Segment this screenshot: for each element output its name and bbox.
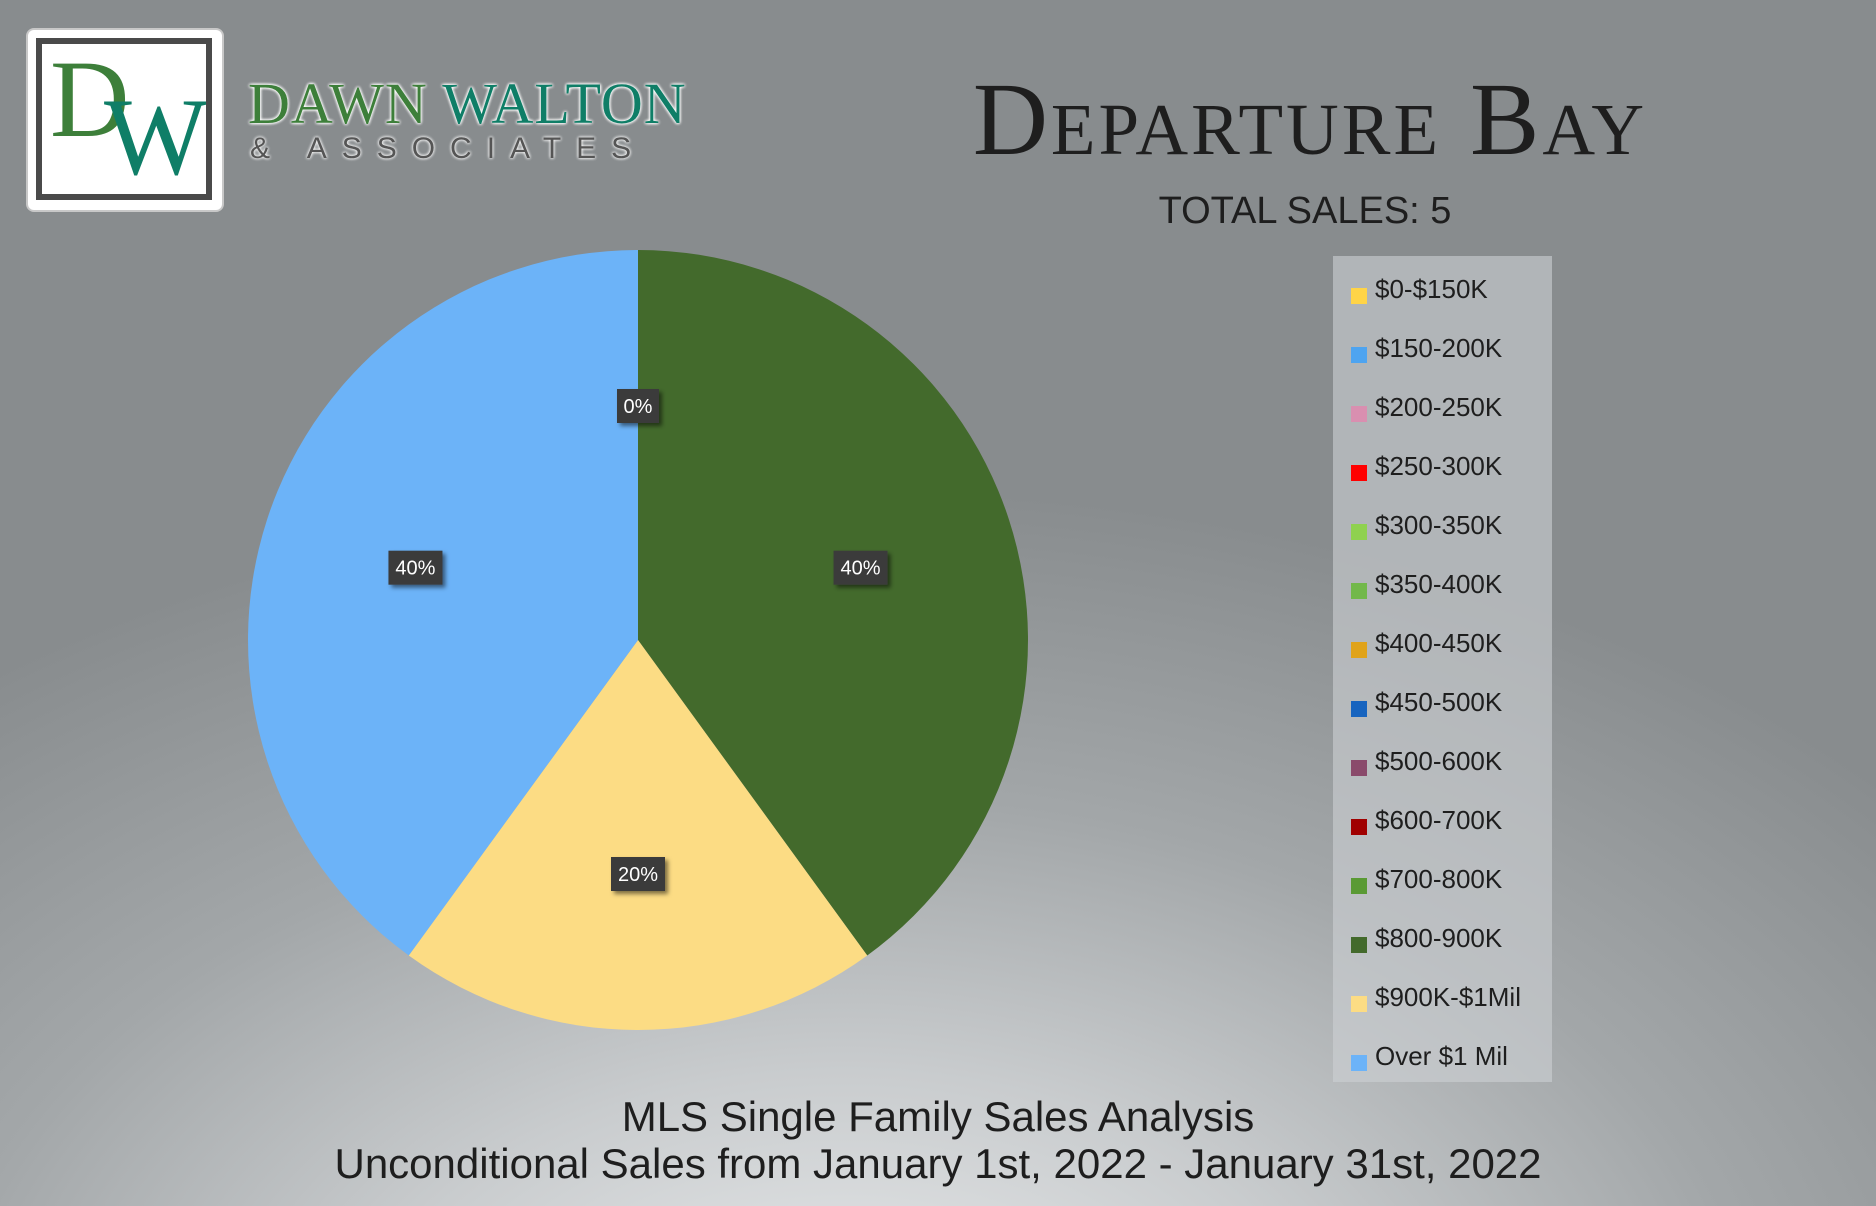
legend-swatch [1351, 464, 1367, 481]
pie-data-labels: 0% 40% 20% 40% [388, 389, 888, 891]
legend-label: $400-450K [1375, 628, 1503, 658]
legend-label: $150-200K [1375, 333, 1503, 363]
legend-item-150-200k: $150-200K [1351, 325, 1552, 384]
legend-item-250-300k: $250-300K [1351, 443, 1552, 502]
legend-label: $0-$150K [1375, 274, 1488, 304]
legend-label: $500-600K [1375, 746, 1503, 776]
legend-label: Over $1 Mil [1375, 1041, 1508, 1071]
brand-subname: & ASSOCIATES [250, 132, 647, 165]
legend-swatch [1351, 287, 1367, 304]
legend-item-900k-1mil: $900K-$1Mil [1351, 974, 1552, 1033]
legend-item-400-450k: $400-450K [1351, 620, 1552, 679]
logo-frame: D W [36, 38, 212, 200]
legend-swatch [1351, 995, 1367, 1012]
legend-swatch [1351, 877, 1367, 894]
pie-slices [248, 250, 1029, 1030]
legend-label: $350-400K [1375, 569, 1503, 599]
legend-label: $450-500K [1375, 687, 1503, 717]
legend-label: $300-350K [1375, 510, 1503, 540]
pie-slice-800-900k [638, 250, 1029, 956]
legend-label: $600-700K [1375, 805, 1503, 835]
logo-letter-d: D [50, 38, 130, 160]
data-label-0-150k: 0% [617, 389, 659, 423]
chart-legend: $0-$150K $150-200K $200-250K $250-300K $300-… [1333, 256, 1552, 1082]
data-label-box [388, 550, 443, 585]
data-label-text: 20% [618, 864, 658, 886]
legend-item-200-250k: $200-250K [1351, 384, 1552, 443]
data-label-text: 40% [841, 558, 881, 580]
brand-name-first: DAWN [248, 71, 428, 136]
brand-name-last: WALTON [442, 71, 687, 136]
chart-subtitle: MLS Single Family Sales Analysis [621, 1093, 1255, 1140]
pie-slice-over-1-mil [248, 250, 638, 956]
data-label-900k-1mil: 20% [611, 857, 665, 891]
page-title: Departure Bay [972, 62, 1648, 177]
logo: D W [28, 30, 222, 210]
legend-item-350-400k: $350-400K [1351, 561, 1552, 620]
legend-swatch [1351, 641, 1367, 658]
data-label-box [611, 857, 665, 891]
legend-label: $200-250K [1375, 392, 1503, 422]
legend-swatch [1351, 405, 1367, 422]
legend-swatch [1351, 346, 1367, 363]
legend-swatch [1351, 582, 1367, 599]
legend-swatch [1351, 936, 1367, 953]
data-label-box [617, 389, 659, 423]
legend-item-500-600k: $500-600K [1351, 738, 1552, 797]
legend-swatch [1351, 523, 1367, 540]
legend-item-450-500k: $450-500K [1351, 679, 1552, 738]
legend-item-600-700k: $600-700K [1351, 797, 1552, 856]
data-label-over-1-mil: 40% [388, 550, 443, 585]
legend-label: $800-900K [1375, 923, 1503, 953]
legend-item-300-350k: $300-350K [1351, 502, 1552, 561]
brand-name: DAWN WALTON [248, 70, 687, 137]
legend-item-700-800k: $700-800K [1351, 856, 1552, 915]
legend-swatch [1351, 1054, 1367, 1071]
pie-slice-900k-1mil [408, 640, 868, 1030]
legend-label: $700-800K [1375, 864, 1503, 894]
legend-item-over-1-mil: Over $1 Mil [1351, 1033, 1552, 1092]
total-sales: TOTAL SALES: 5 [1158, 190, 1452, 232]
data-label-text: 40% [395, 558, 435, 580]
data-label-800-900k: 40% [833, 550, 888, 585]
legend-item-0-150k: $0-$150K [1351, 266, 1552, 325]
legend-label: $900K-$1Mil [1375, 982, 1521, 1012]
data-label-text: 0% [624, 396, 653, 418]
data-label-box [833, 550, 888, 585]
legend-item-800-900k: $800-900K [1351, 915, 1552, 974]
legend-swatch [1351, 818, 1367, 835]
legend-label: $250-300K [1375, 451, 1503, 481]
logo-letter-w: W [104, 76, 208, 198]
legend-swatch [1351, 700, 1367, 717]
legend-swatch [1351, 759, 1367, 776]
date-range: Unconditional Sales from January 1st, 20… [334, 1140, 1542, 1187]
